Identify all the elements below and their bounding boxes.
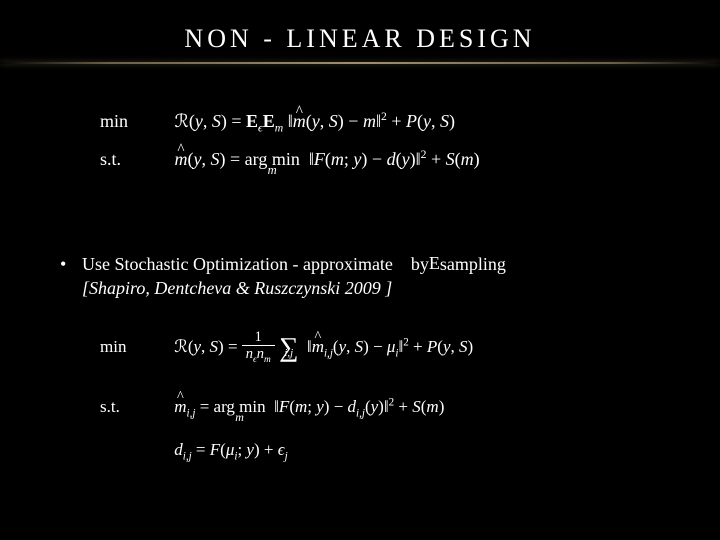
eq2-label: s.t. bbox=[100, 149, 170, 170]
bullet-inline-math: E bbox=[429, 253, 440, 273]
equation-1: min ℛ(y, S) = EϵEm ‖m(y, S) − m‖2 + P(y,… bbox=[100, 110, 455, 135]
eq4-label: s.t. bbox=[100, 397, 170, 417]
bullet-item: • Use Stochastic Optimization - approxim… bbox=[60, 252, 660, 301]
title-underline bbox=[0, 62, 720, 64]
eq3-label: min bbox=[100, 337, 170, 357]
slide-title: NON - LINEAR DESIGN bbox=[0, 24, 720, 54]
bullet-marker-icon: • bbox=[60, 252, 66, 276]
slide-root: NON - LINEAR DESIGN min ℛ(y, S) = EϵEm ‖… bbox=[0, 0, 720, 540]
bullet-suffix2: sampling bbox=[440, 254, 506, 274]
eq1-label: min bbox=[100, 111, 170, 132]
bullet-prefix: Use Stochastic Optimization - approximat… bbox=[82, 254, 393, 274]
equation-3: min ℛ(y, S) = 1nϵnm ∑ ‖mi,j(y, S) − μi‖2… bbox=[100, 330, 473, 366]
equation-5: di,j = F(μi; y) + ϵj bbox=[100, 440, 288, 462]
bullet-text: Use Stochastic Optimization - approximat… bbox=[82, 252, 660, 301]
eq2-body: m(y, S) = arg min ‖F(m; y) − d(y)‖2 + S(… bbox=[175, 149, 480, 169]
eq5-body: di,j = F(μi; y) + ϵj bbox=[174, 440, 287, 459]
bullet-reference: [Shapiro, Dentcheva & Ruszczynski 2009 ] bbox=[82, 278, 392, 298]
equation-4: s.t. mi,j = arg min ‖F(m; y) − di,j(y)‖2… bbox=[100, 396, 444, 419]
equation-2: s.t. m(y, S) = arg min ‖F(m; y) − d(y)‖2… bbox=[100, 148, 480, 170]
eq3-body: ℛ(y, S) = 1nϵnm ∑ ‖mi,j(y, S) − μi‖2 + P… bbox=[174, 337, 473, 356]
eq4-body: mi,j = arg min ‖F(m; y) − di,j(y)‖2 + S(… bbox=[174, 397, 444, 416]
eq1-body: ℛ(y, S) = EϵEm ‖m(y, S) − m‖2 + P(y, S) bbox=[175, 111, 456, 131]
bullet-mid: by bbox=[411, 254, 429, 274]
